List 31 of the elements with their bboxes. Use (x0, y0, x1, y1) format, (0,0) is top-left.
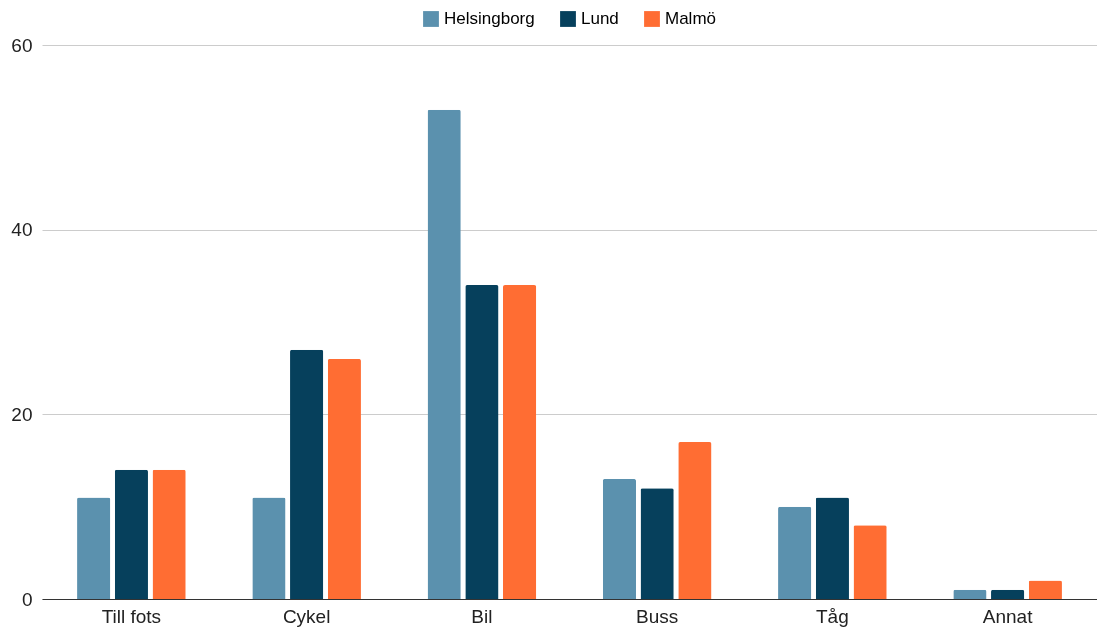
bar (640, 488, 674, 599)
bar (77, 497, 111, 599)
bar (953, 589, 987, 599)
bar (602, 478, 636, 599)
bar (465, 285, 499, 599)
x-tick-label: Till fots (101, 605, 162, 627)
bar (152, 469, 186, 599)
bar (327, 358, 361, 599)
bar (252, 497, 286, 599)
bar (114, 469, 148, 599)
bar (1028, 580, 1062, 599)
x-tick-label: Buss (636, 605, 679, 627)
bar (853, 525, 887, 599)
x-tick-label: Bil (471, 605, 493, 627)
bar (815, 497, 849, 599)
bar (427, 109, 461, 599)
y-tick-label: 20 (11, 403, 33, 425)
legend-label: Helsingborg (444, 9, 535, 28)
x-tick-label: Cykel (282, 605, 331, 627)
bar (991, 589, 1025, 599)
bar (290, 349, 324, 599)
bar (678, 442, 712, 599)
y-tick-label: 40 (11, 219, 33, 241)
legend-label: Lund (581, 9, 619, 28)
y-tick-label: 60 (11, 34, 33, 56)
x-tick-label: Annat (982, 605, 1034, 627)
bar (503, 285, 537, 599)
bar (778, 506, 812, 599)
legend-label: Malmö (665, 9, 717, 28)
x-tick-label: Tåg (816, 605, 849, 627)
y-tick-label: 0 (21, 588, 33, 610)
